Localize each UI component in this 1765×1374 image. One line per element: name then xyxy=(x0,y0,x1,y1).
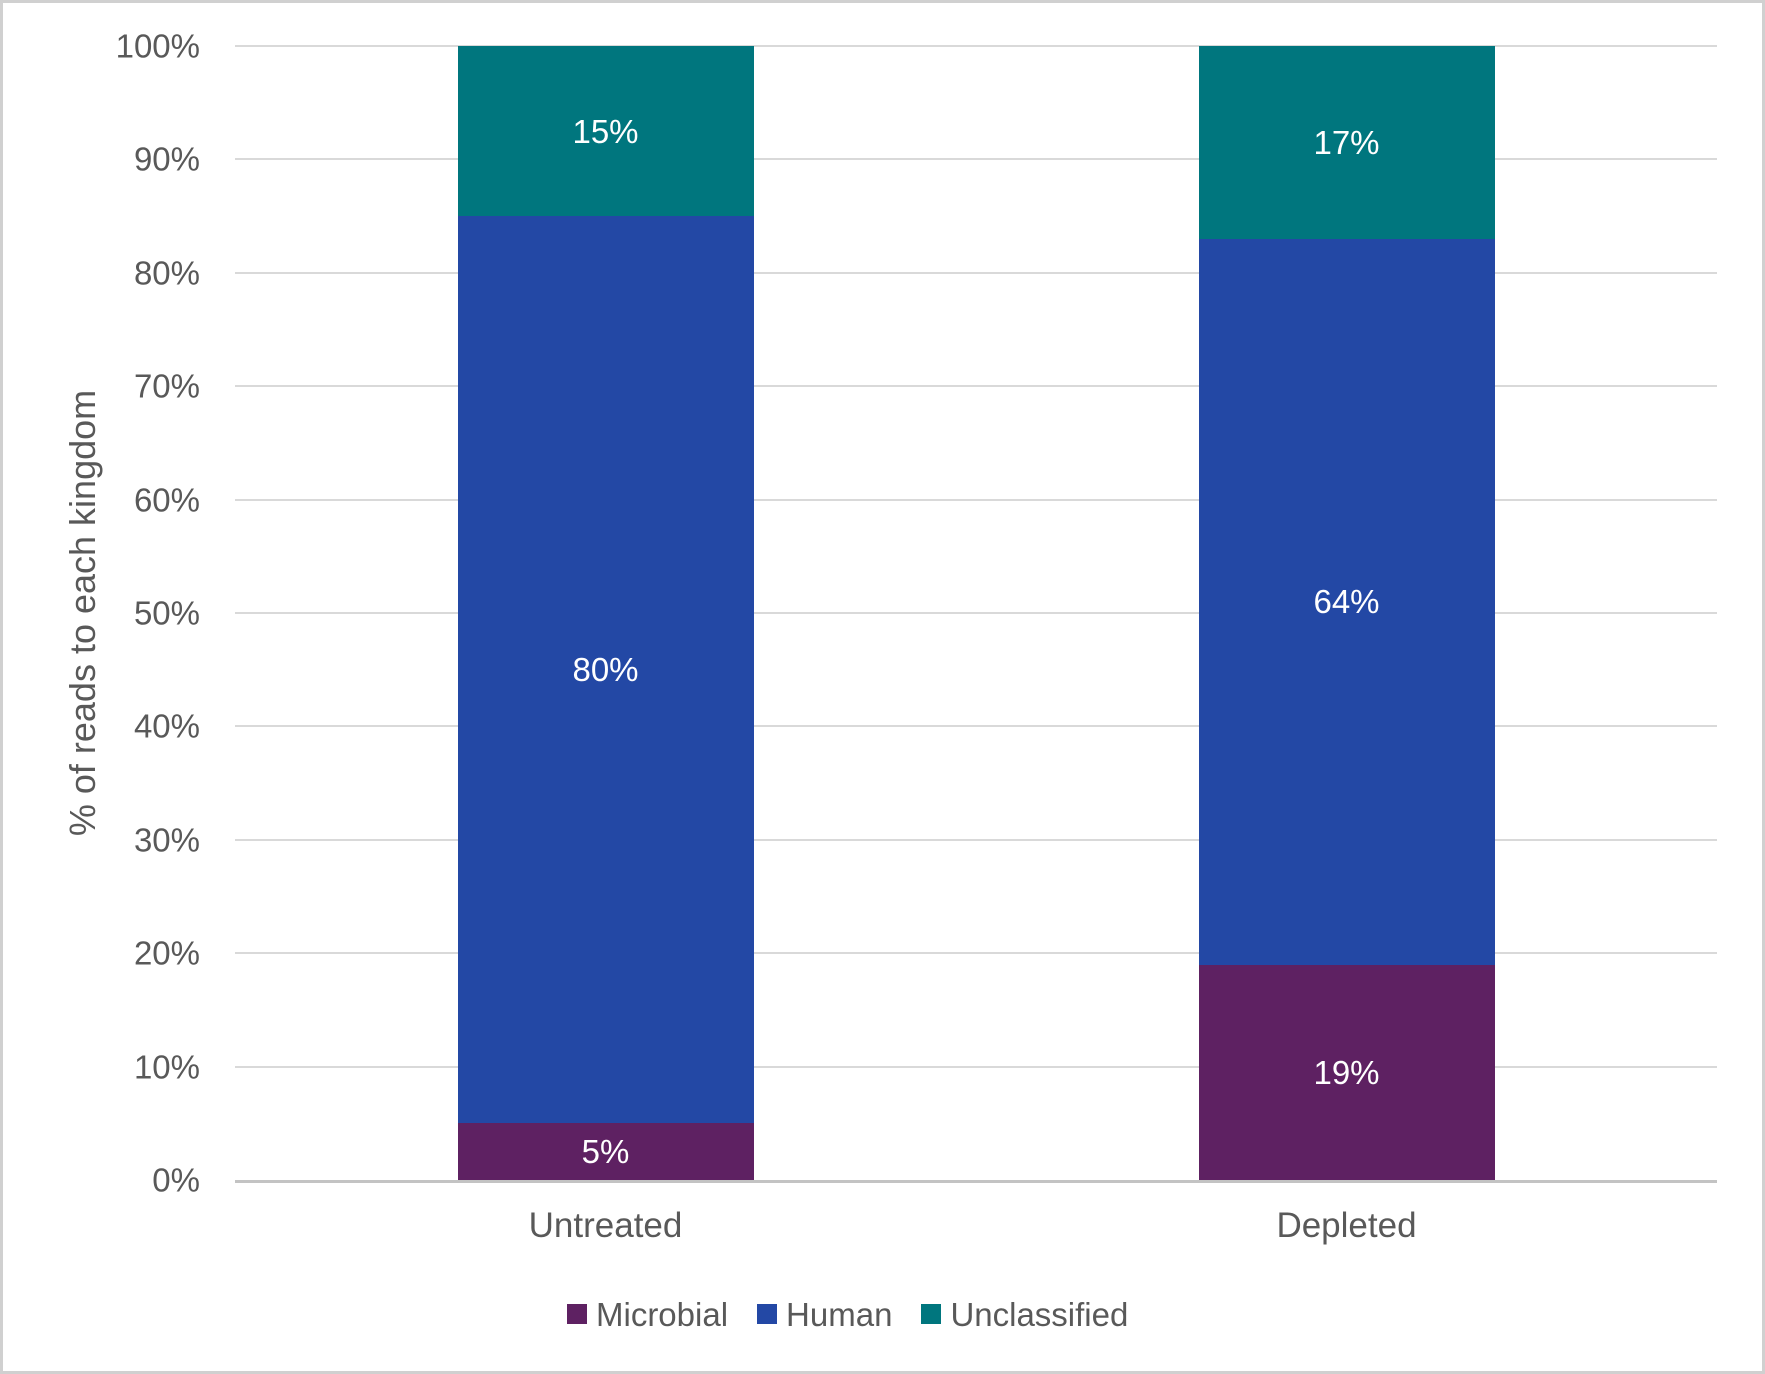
gridline-100 xyxy=(235,45,1717,47)
bar-segment-microbial-depleted: 19% xyxy=(1198,964,1495,1180)
gridline-30 xyxy=(235,838,1717,841)
y-tick-label: 90% xyxy=(133,140,200,178)
legend-item-unclassified: Unclassified xyxy=(921,1298,1128,1331)
bar-segment-microbial-untreated: 5% xyxy=(457,1123,754,1180)
category-label-depleted: Depleted xyxy=(1276,1206,1417,1245)
legend-label: Unclassified xyxy=(950,1295,1129,1333)
legend-label: Human xyxy=(786,1295,893,1333)
data-label: 64% xyxy=(1313,583,1380,621)
x-axis-category-labels: Untreated Depleted xyxy=(235,1206,1717,1246)
legend-swatch-microbial xyxy=(567,1304,587,1324)
bar-segment-unclassified-untreated: 15% xyxy=(457,46,754,217)
legend-swatch-human xyxy=(757,1304,778,1324)
plot-area: 15% 80% 5% 17% 64% 19% xyxy=(235,45,1717,1183)
stacked-bar-depleted: 17% 64% 19% xyxy=(1198,46,1495,1180)
data-label: 17% xyxy=(1313,123,1380,161)
gridline-50 xyxy=(235,612,1717,614)
bar-segment-unclassified-depleted: 17% xyxy=(1198,46,1495,239)
y-tick-label: 20% xyxy=(133,934,200,972)
gridline-70 xyxy=(235,385,1717,388)
y-tick-label: 30% xyxy=(133,821,200,859)
legend: Microbial Human Unclassified xyxy=(567,1292,1128,1336)
y-tick-label: 10% xyxy=(133,1048,200,1086)
y-tick-label: 70% xyxy=(133,367,200,405)
legend-item-human: Human xyxy=(757,1298,892,1331)
bar-segment-human-untreated: 80% xyxy=(457,216,754,1124)
gridline-60 xyxy=(235,498,1717,501)
legend-label: Microbial xyxy=(596,1295,729,1333)
y-tick-label: 80% xyxy=(133,254,200,292)
gridline-90 xyxy=(235,158,1717,161)
y-tick-label: 40% xyxy=(133,707,200,745)
legend-item-microbial: Microbial xyxy=(567,1298,728,1331)
legend-swatch-unclassified xyxy=(921,1304,942,1324)
category-label-untreated: Untreated xyxy=(528,1206,683,1245)
data-label: 15% xyxy=(572,112,639,150)
gridline-20 xyxy=(235,952,1717,955)
data-label: 5% xyxy=(581,1133,630,1171)
y-tick-label: 0% xyxy=(152,1161,200,1199)
y-tick-label: 50% xyxy=(133,594,200,632)
y-tick-label: 100% xyxy=(115,27,200,65)
gridline-10 xyxy=(235,1065,1717,1068)
data-label: 80% xyxy=(572,651,639,689)
data-label: 19% xyxy=(1313,1053,1380,1091)
gridline-40 xyxy=(235,725,1717,728)
bar-segment-human-depleted: 64% xyxy=(1198,238,1495,965)
gridline-80 xyxy=(235,271,1717,274)
y-tick-label: 60% xyxy=(133,481,200,519)
stacked-bar-untreated: 15% 80% 5% xyxy=(457,46,754,1180)
